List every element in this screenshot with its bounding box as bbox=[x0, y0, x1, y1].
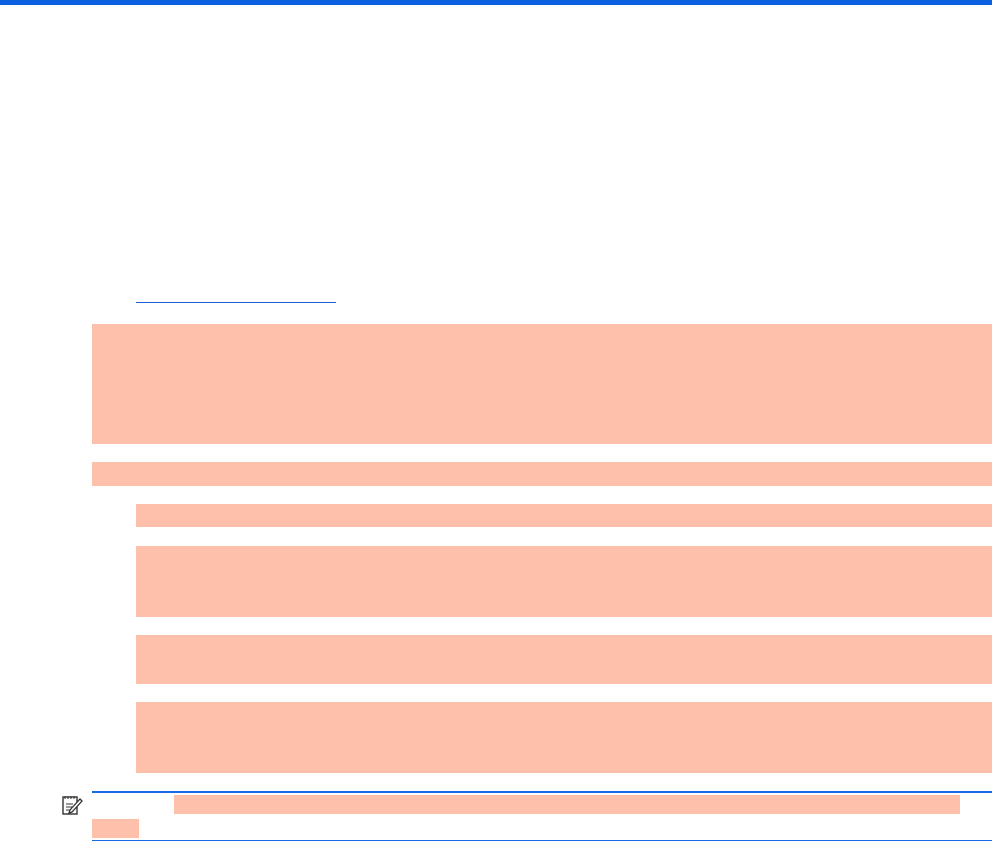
redacted-list-item bbox=[136, 702, 992, 773]
redacted-list-item bbox=[136, 635, 992, 684]
note-top-rule bbox=[92, 791, 992, 793]
page-header-bar bbox=[0, 0, 992, 5]
redacted-paragraph bbox=[92, 324, 992, 444]
redacted-list-item bbox=[136, 546, 992, 617]
note-pencil-icon bbox=[62, 796, 83, 815]
redacted-note-text bbox=[174, 795, 960, 814]
redacted-paragraph bbox=[92, 462, 992, 486]
redacted-list-item bbox=[136, 504, 992, 527]
redacted-note-text bbox=[92, 819, 139, 838]
hyperlink[interactable] bbox=[136, 302, 336, 303]
